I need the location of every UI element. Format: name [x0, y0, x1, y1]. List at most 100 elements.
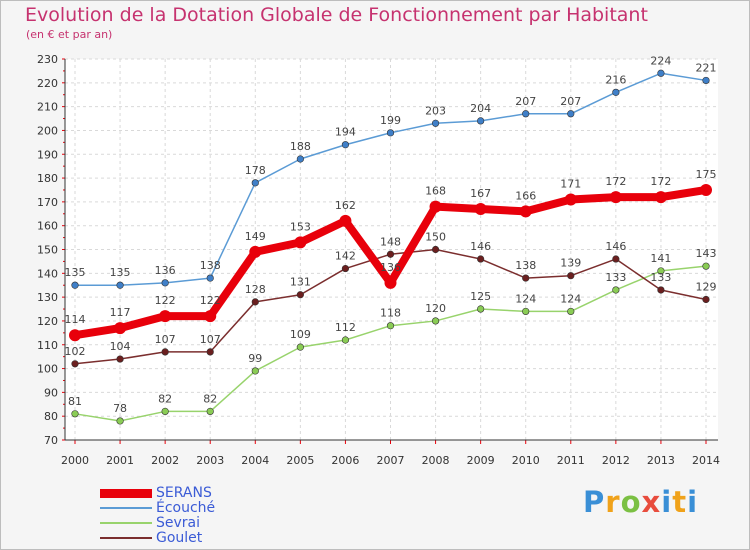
data-label-sevrai: 124 — [560, 292, 581, 305]
data-label-serans: 122 — [200, 294, 221, 307]
x-tick-label: 2005 — [286, 454, 314, 467]
data-point-goulet — [296, 291, 304, 299]
x-tick-label: 2000 — [61, 454, 89, 467]
data-point-sevrai — [477, 305, 485, 313]
data-label-sevrai: 81 — [68, 395, 82, 408]
data-label-ecouche: 178 — [245, 164, 266, 177]
data-point-serans — [519, 205, 532, 218]
data-point-goulet — [341, 264, 350, 273]
data-label-sevrai: 120 — [425, 302, 446, 315]
y-tick-label: 160 — [37, 220, 58, 233]
y-tick-label: 210 — [37, 101, 58, 114]
data-label-sevrai: 112 — [335, 321, 356, 334]
data-label-serans: 153 — [290, 220, 311, 233]
y-tick-label: 200 — [37, 124, 58, 137]
data-point-serans — [114, 322, 127, 335]
data-point-ecouche — [386, 129, 395, 137]
data-label-goulet: 129 — [696, 281, 717, 294]
data-label-serans: 114 — [65, 313, 86, 326]
data-label-ecouche: 188 — [290, 140, 311, 153]
data-point-sevrai — [341, 336, 350, 344]
data-label-sevrai: 125 — [470, 290, 491, 303]
data-point-serans — [69, 329, 81, 342]
y-tick-label: 130 — [37, 291, 58, 304]
data-label-sevrai: 133 — [605, 271, 626, 284]
data-point-ecouche — [71, 281, 79, 289]
data-point-serans — [339, 214, 352, 227]
data-label-goulet: 142 — [335, 250, 356, 263]
data-label-ecouche: 136 — [155, 264, 176, 277]
data-point-serans — [159, 310, 172, 323]
x-tick-label: 2002 — [151, 454, 179, 467]
x-tick-label: 2007 — [377, 454, 405, 467]
legend-label-serans: SERANS — [156, 485, 212, 501]
data-label-serans: 136 — [380, 261, 401, 274]
data-point-sevrai — [612, 286, 620, 294]
chart-title: Evolution de la Dotation Globale de Fonc… — [25, 4, 648, 26]
data-point-sevrai — [71, 410, 79, 418]
y-tick-label: 120 — [37, 315, 58, 328]
x-tick-label: 2010 — [512, 454, 540, 467]
data-label-serans: 167 — [470, 187, 491, 200]
y-tick-label: 110 — [37, 339, 58, 352]
data-point-ecouche — [567, 110, 575, 118]
data-label-sevrai: 118 — [380, 307, 401, 320]
data-label-ecouche: 199 — [380, 114, 401, 127]
data-label-goulet: 146 — [605, 240, 626, 253]
line-chart: 7080901001101201301401501601701801902002… — [37, 53, 720, 467]
legend-item-serans: SERANS — [100, 485, 260, 501]
data-point-serans — [249, 245, 262, 258]
y-tick-label: 170 — [37, 196, 58, 209]
data-point-ecouche — [477, 117, 485, 125]
data-point-goulet — [206, 348, 214, 356]
data-label-serans: 168 — [425, 185, 446, 198]
data-point-goulet — [702, 295, 710, 304]
data-label-ecouche: 216 — [605, 73, 626, 86]
y-tick-label: 80 — [44, 410, 58, 423]
x-tick-label: 2004 — [241, 454, 269, 467]
x-tick-label: 2012 — [602, 454, 630, 467]
data-point-ecouche — [296, 155, 304, 163]
data-label-serans: 122 — [155, 294, 176, 307]
data-label-sevrai: 124 — [515, 292, 536, 305]
data-point-sevrai — [386, 322, 395, 330]
data-label-goulet: 131 — [290, 276, 311, 289]
data-label-goulet: 138 — [515, 259, 536, 272]
data-point-ecouche — [116, 281, 124, 289]
data-label-ecouche: 203 — [425, 104, 446, 117]
data-label-ecouche: 135 — [65, 266, 86, 279]
data-point-serans — [384, 276, 397, 289]
data-label-sevrai: 99 — [248, 352, 262, 365]
data-label-sevrai: 141 — [650, 252, 671, 265]
data-point-ecouche — [612, 88, 620, 96]
data-label-ecouche: 138 — [200, 259, 221, 272]
data-point-goulet — [71, 360, 79, 368]
data-label-sevrai: 82 — [203, 392, 217, 405]
data-label-ecouche: 221 — [696, 61, 717, 74]
data-label-serans: 171 — [560, 177, 581, 190]
legend-label-goulet: Goulet — [156, 530, 203, 546]
data-point-sevrai — [116, 417, 124, 425]
y-tick-label: 150 — [37, 244, 58, 257]
legend-label-sevrai: Sevrai — [156, 515, 201, 531]
data-label-sevrai: 82 — [158, 392, 172, 405]
legend-item-sevrai: Sevrai — [100, 515, 260, 531]
data-label-goulet: 128 — [245, 283, 266, 296]
data-point-serans — [429, 200, 442, 213]
data-label-goulet: 148 — [380, 235, 401, 248]
data-label-ecouche: 135 — [110, 266, 131, 279]
x-tick-label: 2006 — [331, 454, 359, 467]
data-label-goulet: 107 — [155, 333, 176, 346]
data-label-goulet: 107 — [200, 333, 221, 346]
x-tick-label: 2001 — [106, 454, 134, 467]
data-label-serans: 175 — [696, 168, 717, 181]
data-label-ecouche: 207 — [515, 95, 536, 108]
legend-swatch-serans — [100, 488, 152, 498]
x-tick-label: 2003 — [196, 454, 224, 467]
data-label-ecouche: 207 — [560, 95, 581, 108]
data-point-ecouche — [251, 179, 259, 187]
data-label-goulet: 133 — [650, 271, 671, 284]
data-point-goulet — [251, 298, 259, 306]
data-point-sevrai — [206, 407, 214, 416]
data-point-sevrai — [657, 267, 665, 275]
